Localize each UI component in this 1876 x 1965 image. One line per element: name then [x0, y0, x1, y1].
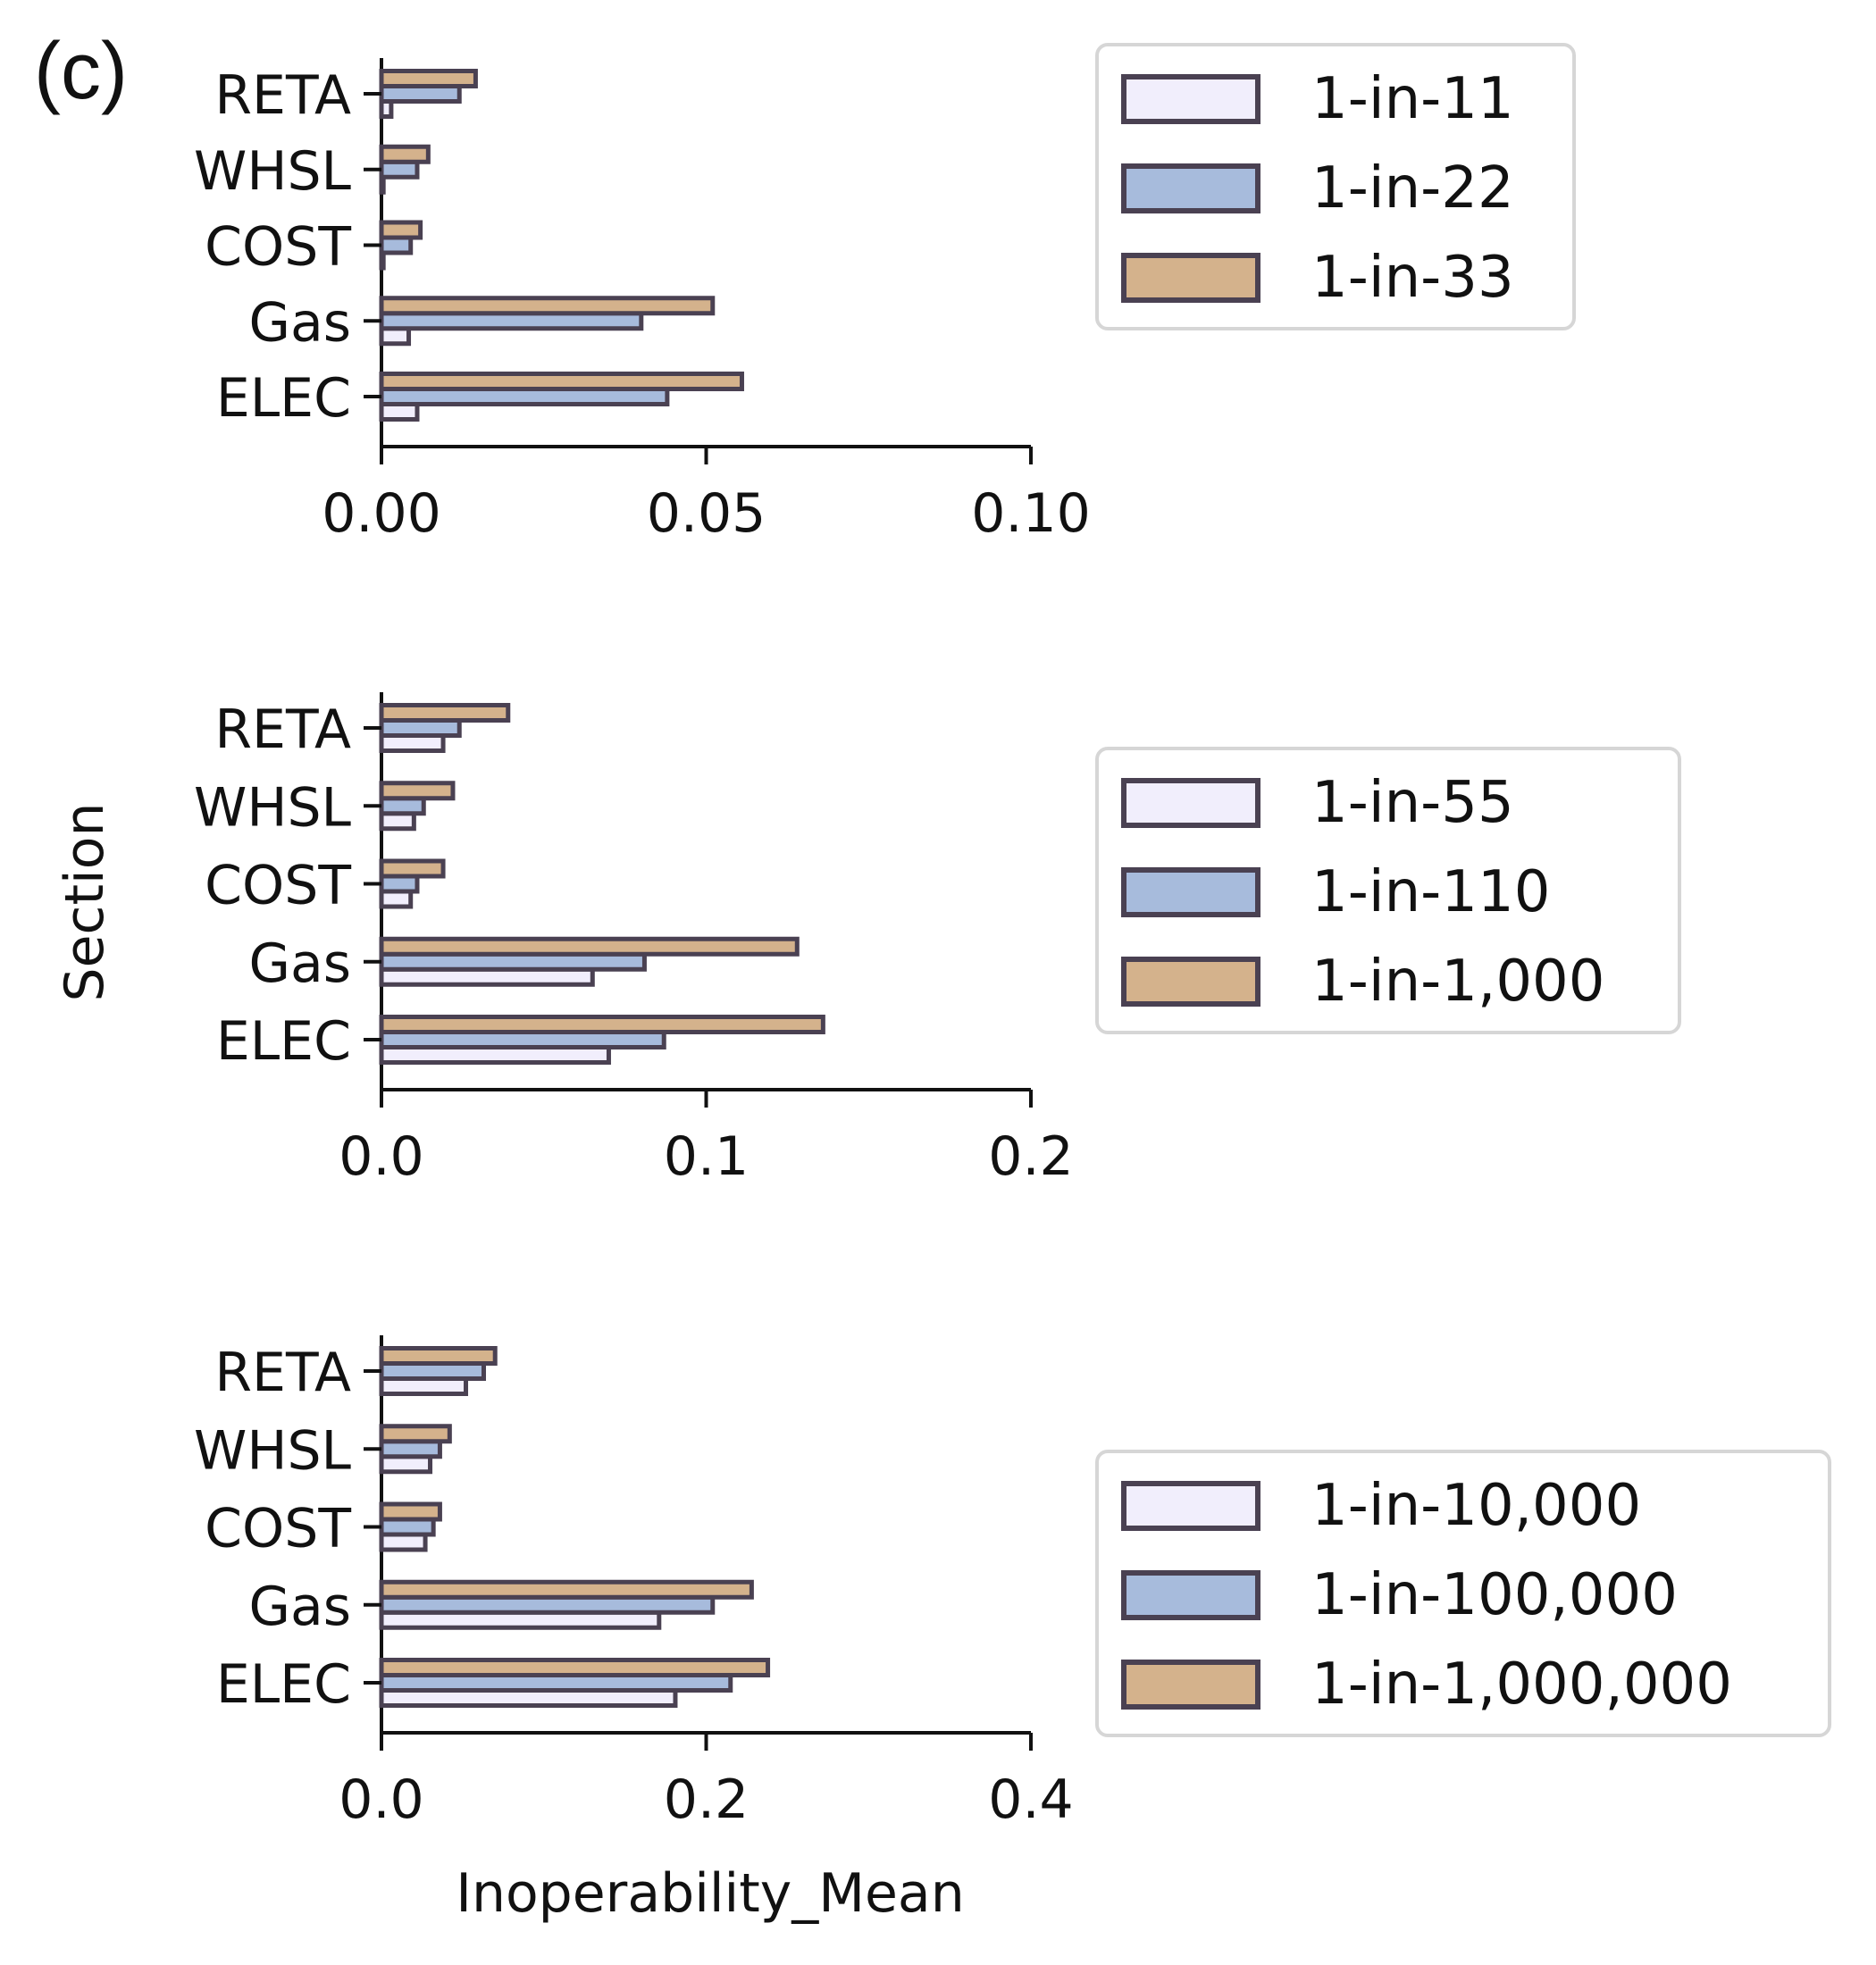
bar-cost-series-2: [379, 874, 420, 894]
bar-reta-series-2: [379, 84, 462, 104]
y-tick-label: RETA: [214, 64, 351, 127]
bar-cost-series-1: [379, 1532, 428, 1552]
panel-label: (c): [34, 27, 128, 116]
bar-elec-series-2: [379, 1673, 733, 1693]
bar-cost-series-1: [379, 250, 386, 271]
bar-gas-series-3: [379, 936, 800, 957]
y-tick-label: COST: [205, 855, 351, 917]
legend-label: 1-in-110: [1311, 859, 1550, 925]
x-tick-label: 0.00: [322, 482, 441, 545]
legend-1: 1-in-11 1-in-22 1-in-33: [1095, 43, 1576, 330]
x-tick-label: 0.0: [339, 1768, 423, 1831]
legend-swatch: [1121, 867, 1260, 917]
bar-whsl-series-2: [379, 159, 420, 180]
bar-reta-series-3: [379, 1346, 498, 1366]
legend-swatch: [1121, 74, 1260, 124]
bar-gas-series-3: [379, 1579, 754, 1600]
legend-swatch: [1121, 1570, 1260, 1620]
y-tick-label: ELEC: [216, 1010, 351, 1073]
y-axis-title: Section: [54, 803, 116, 1002]
x-tick-label: 0.10: [971, 482, 1091, 545]
y-tick-label: Gas: [248, 932, 351, 995]
legend-label: 1-in-1,000: [1311, 949, 1604, 1015]
bar-elec-series-2: [379, 387, 670, 406]
bar-elec-series-1: [379, 1045, 611, 1065]
bar-gas-series-1: [379, 966, 595, 987]
y-tick-label: ELEC: [216, 367, 351, 430]
legend-swatch: [1121, 957, 1260, 1007]
x-tick-label: 0.05: [647, 482, 766, 545]
y-tick-label: RETA: [214, 1342, 351, 1404]
legend-label: 1-in-100,000: [1311, 1562, 1678, 1628]
legend-swatch: [1121, 778, 1260, 828]
y-tick-label: WHSL: [194, 1419, 352, 1482]
bar-whsl-series-1: [379, 174, 386, 195]
bar-reta-series-1: [379, 1376, 469, 1396]
x-tick-label: 0.1: [664, 1125, 749, 1188]
legend-label: 1-in-33: [1311, 245, 1514, 311]
bar-reta-series-2: [379, 718, 462, 738]
legend-label: 1-in-10,000: [1311, 1473, 1641, 1539]
bar-reta-series-1: [379, 99, 394, 119]
bar-reta-series-3: [379, 69, 478, 88]
legend-swatch: [1121, 1660, 1260, 1710]
legend-2: 1-in-55 1-in-110 1-in-1,000: [1095, 747, 1681, 1034]
bar-reta-series-1: [379, 733, 446, 753]
bar-elec-series-2: [379, 1030, 666, 1049]
x-tick-label: 0.2: [664, 1768, 749, 1831]
legend-swatch: [1121, 253, 1260, 303]
y-tick-label: ELEC: [216, 1653, 351, 1716]
y-tick-label: COST: [205, 1498, 351, 1560]
bar-elec-series-3: [379, 1015, 825, 1034]
x-tick-label: 0.4: [988, 1768, 1073, 1831]
y-tick-label: RETA: [214, 698, 351, 761]
bar-whsl-series-1: [379, 1454, 433, 1475]
y-tick-label: COST: [205, 216, 351, 279]
bar-elec-series-3: [379, 372, 744, 391]
x-tick-label: 0.0: [339, 1125, 423, 1188]
legend-swatch: [1121, 1481, 1260, 1531]
legend-swatch: [1121, 163, 1260, 213]
y-tick-label: Gas: [248, 291, 351, 354]
bar-reta-series-3: [379, 703, 511, 723]
bar-elec-series-1: [379, 402, 420, 422]
bar-cost-series-2: [379, 1517, 436, 1537]
y-tick-label: WHSL: [194, 776, 352, 839]
y-tick-label: Gas: [248, 1576, 351, 1638]
bar-whsl-series-3: [379, 1424, 452, 1444]
bar-cost-series-3: [379, 1501, 442, 1522]
bar-whsl-series-3: [379, 781, 456, 801]
bar-gas-series-1: [379, 326, 412, 347]
legend-frame: [1095, 1450, 1831, 1737]
x-axis-title: Inoperability_Mean: [456, 1862, 964, 1925]
bar-cost-series-3: [379, 220, 423, 240]
bar-gas-series-2: [379, 951, 647, 972]
bar-cost-series-2: [379, 235, 414, 255]
bar-whsl-series-1: [379, 811, 416, 832]
bar-whsl-series-2: [379, 1439, 442, 1459]
legend-label: 1-in-1,000,000: [1311, 1651, 1732, 1718]
bar-gas-series-2: [379, 1594, 716, 1615]
bar-elec-series-3: [379, 1658, 771, 1677]
bar-cost-series-3: [379, 858, 446, 879]
bar-whsl-series-2: [379, 796, 426, 816]
bar-reta-series-2: [379, 1361, 487, 1381]
y-tick-label: WHSL: [194, 140, 352, 203]
bar-gas-series-3: [379, 296, 716, 316]
bar-elec-series-1: [379, 1688, 678, 1708]
bar-gas-series-1: [379, 1610, 662, 1630]
legend-label: 1-in-55: [1311, 770, 1514, 836]
x-tick-label: 0.2: [988, 1125, 1073, 1188]
legend-label: 1-in-22: [1311, 155, 1514, 222]
bar-cost-series-1: [379, 889, 414, 909]
bar-whsl-series-3: [379, 144, 431, 164]
bar-gas-series-2: [379, 311, 644, 331]
legend-3: 1-in-10,000 1-in-100,000 1-in-1,000,000: [1095, 1450, 1831, 1737]
legend-label: 1-in-11: [1311, 66, 1514, 132]
